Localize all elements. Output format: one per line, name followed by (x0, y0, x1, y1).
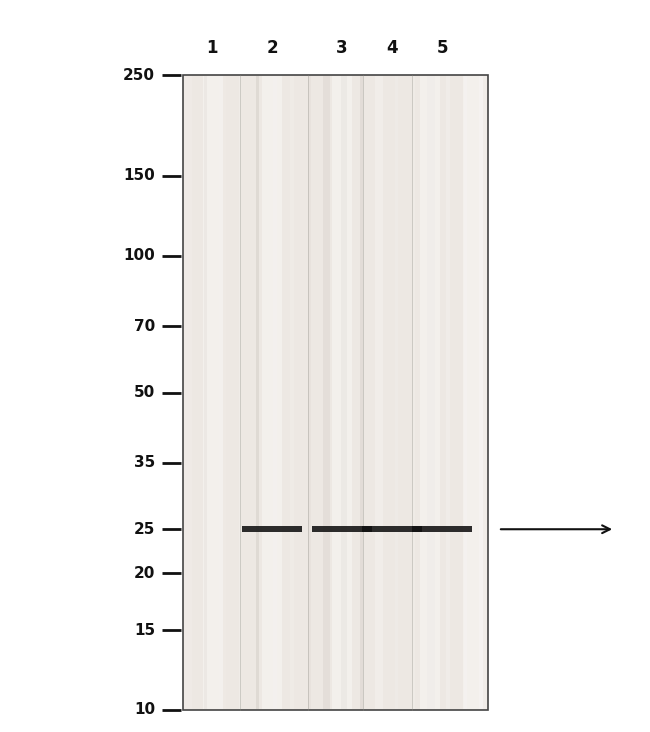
Bar (204, 76, 207, 709)
Text: 250: 250 (123, 67, 155, 83)
Bar (479, 76, 487, 709)
Bar (427, 76, 435, 709)
Text: 70: 70 (134, 318, 155, 334)
Bar (312, 526, 372, 532)
Bar (239, 76, 241, 709)
Bar (273, 76, 277, 709)
Text: 10: 10 (134, 703, 155, 717)
Text: 35: 35 (134, 455, 155, 471)
Bar (375, 76, 383, 709)
Text: 150: 150 (124, 168, 155, 183)
Bar (184, 76, 192, 709)
Bar (262, 76, 282, 709)
Bar (341, 76, 347, 709)
Text: 3: 3 (336, 39, 348, 57)
Bar (463, 76, 483, 709)
Bar (219, 76, 226, 709)
Text: 20: 20 (134, 566, 155, 580)
Text: 5: 5 (436, 39, 448, 57)
Bar (255, 76, 259, 709)
Bar (183, 75, 488, 710)
Bar (395, 76, 398, 709)
Bar (420, 76, 440, 709)
Bar (464, 76, 467, 709)
Text: 100: 100 (124, 248, 155, 264)
Bar (332, 76, 352, 709)
Bar (242, 526, 302, 532)
Text: 50: 50 (134, 385, 155, 400)
Bar (203, 76, 223, 709)
Bar (412, 76, 415, 709)
Text: 4: 4 (386, 39, 398, 57)
Text: 2: 2 (266, 39, 278, 57)
Bar (291, 76, 294, 709)
Text: 15: 15 (134, 622, 155, 638)
Bar (412, 526, 472, 532)
Text: 1: 1 (206, 39, 218, 57)
Bar (362, 526, 422, 532)
Bar (447, 76, 450, 709)
Bar (307, 76, 311, 709)
Bar (360, 76, 363, 709)
Text: 25: 25 (134, 522, 155, 537)
Bar (324, 76, 330, 709)
